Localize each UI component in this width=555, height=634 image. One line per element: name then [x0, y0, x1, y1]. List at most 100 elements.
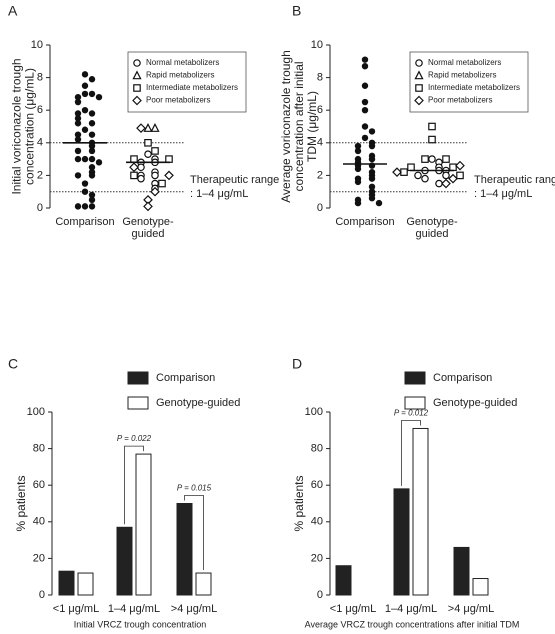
y-tick-label: 80	[33, 443, 45, 455]
y-tick-label: 0	[317, 202, 323, 214]
dot	[428, 135, 436, 144]
x-tick-label-line: guided	[415, 228, 448, 240]
dot	[428, 122, 436, 131]
annotation: : 1–4 μg/mL	[474, 188, 532, 200]
bar	[116, 526, 133, 596]
x-axis-label: Average VRCZ trough concentrations after…	[305, 619, 520, 629]
dot	[158, 179, 166, 188]
dot	[361, 98, 369, 106]
dot	[143, 201, 153, 212]
legend-label: Comparison	[433, 372, 492, 384]
y-tick-label: 6	[37, 104, 43, 116]
dot	[354, 199, 362, 207]
dot	[81, 155, 89, 163]
legend-swatch	[404, 371, 426, 385]
y-tick-label: 6	[317, 104, 323, 116]
y-axis-label: Average voriconazole troughconcentration…	[279, 50, 319, 203]
dot	[164, 170, 174, 181]
p-value: P = 0.012	[394, 409, 429, 418]
x-tick-label-line: Comparison	[335, 216, 394, 228]
legend-label: Normal metabolizers	[146, 58, 219, 67]
x-tick-label: Comparison	[335, 216, 394, 228]
dot	[354, 165, 362, 173]
dot	[441, 178, 451, 189]
p-value: P = 0.015	[177, 484, 212, 493]
dot	[88, 155, 96, 163]
y-tick-label: 0	[37, 202, 43, 214]
dot	[88, 120, 96, 127]
dot	[74, 98, 82, 106]
dot	[392, 167, 402, 177]
legend-swatch	[127, 396, 149, 410]
legend-label: Genotype-guided	[433, 397, 517, 409]
dot	[361, 107, 369, 114]
panel-label: A	[8, 3, 18, 19]
y-tick-label: 2	[317, 169, 323, 181]
legend-label: Normal metabolizers	[428, 58, 501, 67]
dot	[368, 128, 376, 135]
y-tick-label: 20	[33, 552, 45, 564]
panel-label: B	[292, 3, 301, 19]
dot	[150, 186, 160, 197]
bar	[393, 488, 410, 596]
dot	[132, 70, 142, 80]
y-axis-label: Initial voriconazole troughconcentration…	[10, 58, 37, 194]
legend-box	[409, 51, 529, 113]
y-tick-label: 40	[33, 516, 45, 528]
dot	[368, 155, 376, 163]
legend-label: Rapid metabolizers	[146, 71, 214, 80]
y-tick-label: 10	[311, 39, 323, 51]
panel-label: C	[8, 356, 18, 372]
y-tick-label: 100	[305, 406, 323, 418]
x-tick-label-line: Comparison	[55, 216, 114, 228]
x-tick-label: Comparison	[55, 216, 114, 228]
dot	[415, 84, 423, 92]
legend-box	[127, 51, 247, 113]
dot	[354, 142, 362, 150]
dot	[81, 180, 89, 187]
significance-bracket	[401, 420, 421, 486]
dot	[361, 82, 369, 89]
dot	[368, 175, 376, 182]
dot	[130, 171, 138, 180]
bar	[176, 503, 193, 596]
dot	[95, 159, 103, 166]
legend-label: Intermediate metabolizers	[428, 83, 520, 92]
dot	[449, 163, 457, 172]
dot	[448, 173, 458, 184]
dot	[81, 90, 89, 98]
bar	[472, 578, 489, 596]
y-axis-label-line: concentration (μg/mL)	[23, 68, 37, 185]
y-tick-label: 8	[317, 72, 323, 84]
dot	[375, 199, 383, 207]
dot	[88, 76, 96, 83]
x-tick-label: <1 μg/mL	[330, 603, 376, 615]
y-tick-label: 60	[33, 479, 45, 491]
bar	[453, 546, 470, 596]
x-tick-label: >4 μg/mL	[171, 603, 217, 615]
x-tick-label: 1–4 μg/mL	[385, 603, 437, 615]
dot	[88, 196, 96, 204]
significance-bracket	[184, 495, 204, 571]
dot	[414, 70, 424, 80]
dot	[88, 191, 96, 199]
y-tick-label: 2	[37, 169, 43, 181]
y-axis-label-line: TDM (μg/mL)	[305, 91, 319, 162]
x-tick-label: Genotype-guided	[122, 216, 174, 240]
y-tick-label: 100	[27, 406, 45, 418]
bar	[58, 570, 75, 596]
x-tick-label: >4 μg/mL	[448, 603, 494, 615]
y-tick-label: 4	[317, 137, 323, 149]
dot	[144, 139, 152, 147]
dot	[361, 62, 369, 70]
dot	[442, 171, 450, 180]
dot	[88, 142, 96, 150]
dot	[415, 59, 423, 67]
dot	[143, 123, 153, 132]
x-axis-label: Initial VRCZ trough concentration	[74, 619, 207, 629]
dot	[421, 174, 429, 183]
y-axis-label-line: Initial voriconazole trough	[10, 58, 24, 194]
dot	[81, 107, 89, 114]
y-tick-label: 20	[311, 552, 323, 564]
significance-bracket	[124, 445, 144, 525]
